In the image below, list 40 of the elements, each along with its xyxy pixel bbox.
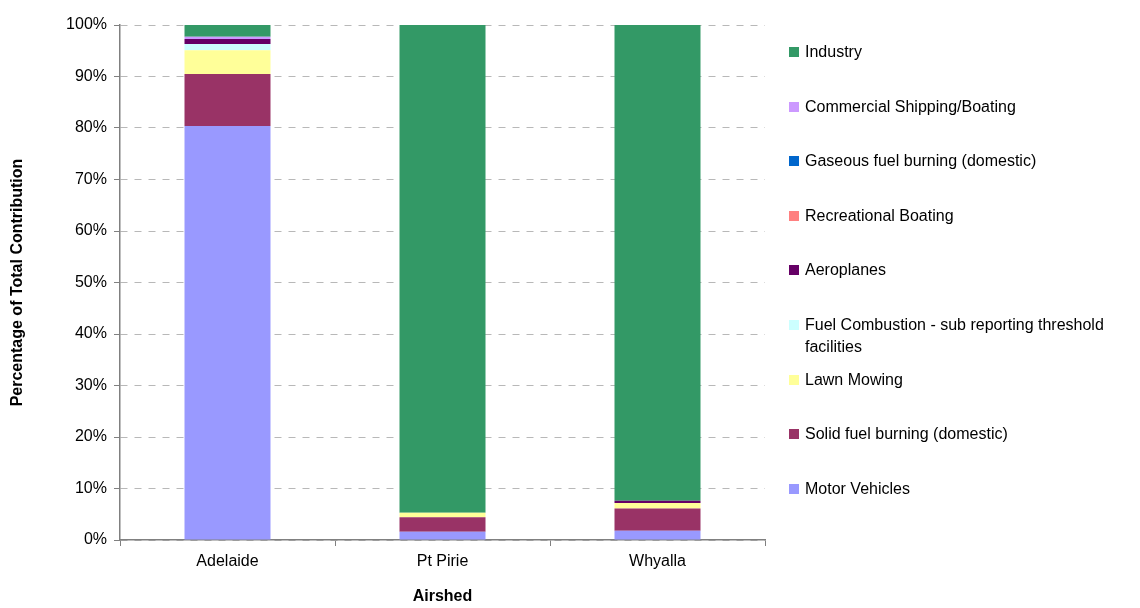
y-tick-label: 20%: [74, 427, 107, 445]
bar: [614, 530, 701, 540]
bar: [184, 125, 271, 540]
y-tick-label: 10%: [74, 478, 107, 496]
bar: [614, 25, 701, 501]
y-tick-label: 90%: [74, 66, 107, 84]
bar: [614, 500, 701, 503]
bar: [614, 508, 701, 531]
bar: [614, 502, 701, 509]
y-tick-label: 50%: [74, 272, 107, 290]
legend-label: Recreational Boating: [805, 205, 954, 226]
y-tick-label: 100%: [66, 15, 107, 33]
bar: [184, 44, 271, 51]
x-tick-label: Whyalla: [629, 552, 687, 570]
x-tick-label: Pt Pirie: [416, 552, 469, 570]
legend-label: Solid fuel burning (domestic): [805, 424, 1008, 445]
y-tick-label: 80%: [74, 118, 107, 136]
legend-label: Industry: [805, 42, 862, 62]
legend-label: Fuel Combustion - sub reporting threshold facilities: [805, 314, 1105, 357]
y-axis-title: Percentage of Total Contribution: [8, 158, 26, 407]
bar: [399, 25, 486, 513]
legend-label: Commercial Shipping/Boating: [805, 96, 1016, 117]
x-axis-title: Airshed: [412, 586, 473, 604]
legend-label: Gaseous fuel burning (domestic): [805, 151, 1037, 172]
bar: [184, 36, 271, 39]
y-tick-label: 60%: [74, 221, 107, 239]
bar: [184, 73, 271, 126]
legend-label: Aeroplanes: [805, 260, 886, 281]
legend-label: Motor Vehicles: [805, 478, 910, 499]
bar: [184, 38, 271, 45]
bar: [399, 531, 486, 540]
bar: [184, 25, 271, 37]
y-tick-label: 0%: [83, 530, 107, 548]
x-tick-label: Adelaide: [196, 552, 259, 570]
y-tick-label: 30%: [74, 375, 107, 393]
bar: [184, 50, 271, 74]
y-tick-label: 70%: [74, 169, 107, 187]
legend-label: Lawn Mowing: [805, 369, 903, 390]
y-tick-label: 40%: [74, 324, 107, 342]
bar: [399, 517, 486, 532]
